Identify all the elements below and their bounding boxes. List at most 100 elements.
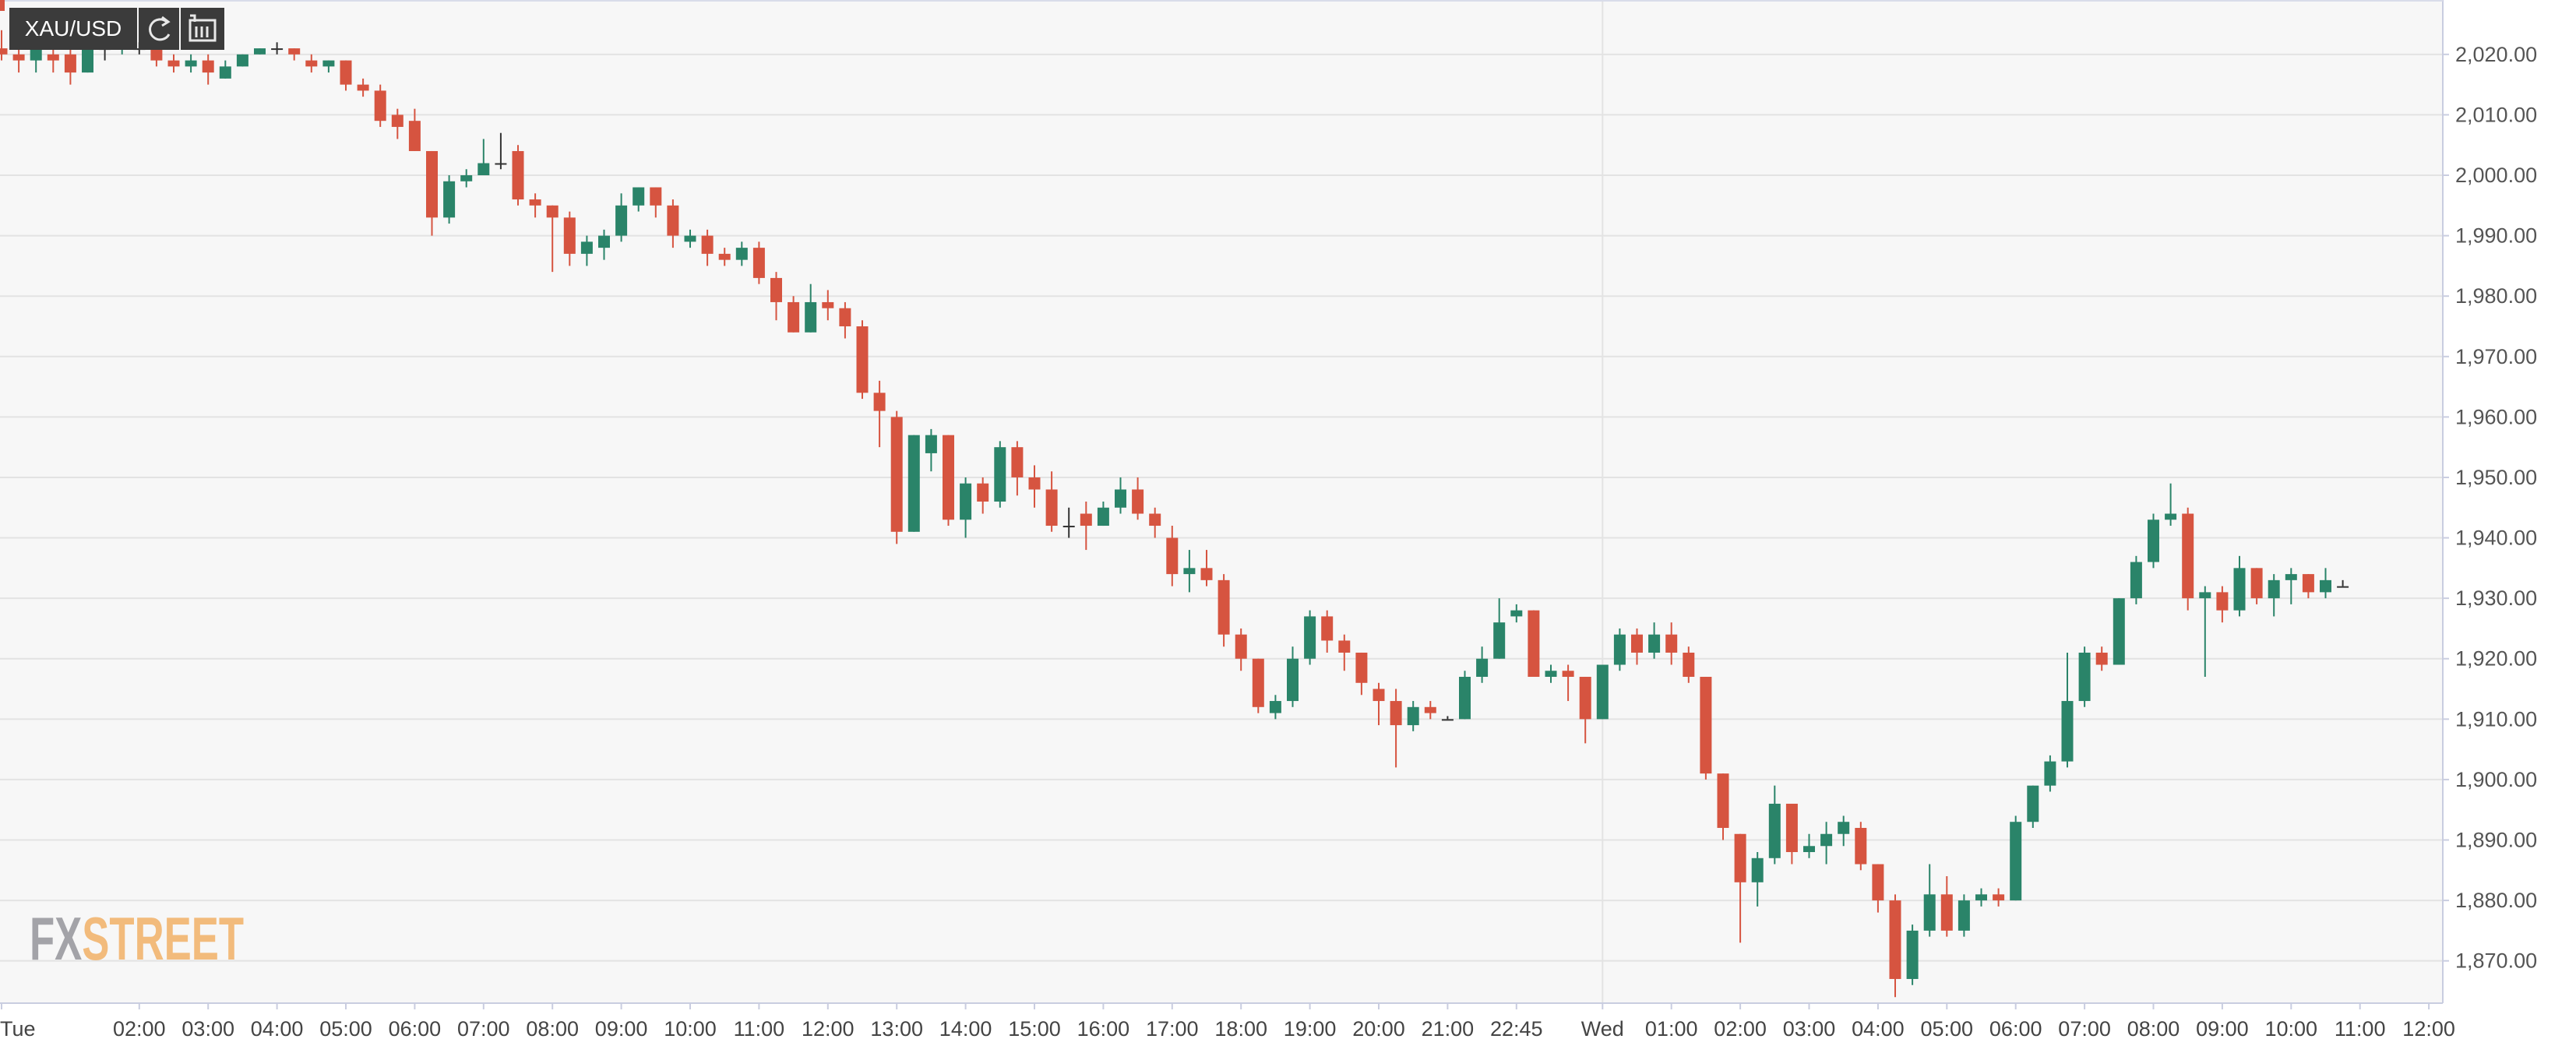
candle-body <box>1115 489 1126 508</box>
y-tick-label: 1,980.00 <box>2455 284 2537 308</box>
candle-body <box>2302 574 2314 593</box>
x-tick-label: 03:00 <box>181 1017 234 1041</box>
candle-body <box>1613 634 1626 665</box>
candle-body <box>650 187 662 206</box>
candle-body <box>1855 827 1867 865</box>
candle-body <box>1785 803 1798 853</box>
candle-body <box>1287 658 1299 702</box>
x-tick-label: 06:00 <box>389 1017 442 1041</box>
watermark-street: STREET <box>82 904 244 973</box>
candle-body <box>288 48 301 55</box>
candle-body <box>2113 598 2125 665</box>
candle-body <box>219 66 231 79</box>
refresh-button[interactable] <box>139 8 179 50</box>
y-tick-label: 1,990.00 <box>2455 224 2537 248</box>
candle-body <box>1545 671 1557 678</box>
candle-body <box>1218 579 1230 635</box>
x-tick-label: 12:00 <box>2402 1017 2455 1041</box>
x-tick-label: Tue <box>0 1017 36 1041</box>
candle-body <box>12 54 25 61</box>
y-tick-label: 2,000.00 <box>2455 164 2537 187</box>
candle-body <box>1441 719 1454 721</box>
candle-body <box>701 235 714 254</box>
y-tick-label: 1,910.00 <box>2455 707 2537 731</box>
candle-body <box>322 60 335 67</box>
candle-body <box>1045 489 1058 526</box>
candle-body <box>2078 652 2091 702</box>
calendar-icon <box>189 14 217 42</box>
candle-body <box>667 205 679 236</box>
candle-body <box>2285 574 2297 580</box>
candle-body <box>873 393 886 411</box>
candle-body <box>960 483 972 520</box>
y-tick-label: 2,020.00 <box>2455 43 2537 66</box>
candle-body <box>633 187 645 206</box>
candle-body <box>1183 568 1196 575</box>
y-tick-label: 1,930.00 <box>2455 586 2537 610</box>
x-tick-label: 18:00 <box>1214 1017 1267 1041</box>
candle-body <box>2250 568 2263 599</box>
candle-body <box>735 248 748 260</box>
candle-body <box>770 277 782 302</box>
candle-body <box>1717 773 1729 828</box>
candle-body <box>477 163 490 176</box>
candle-body <box>752 248 765 278</box>
candle-body <box>1923 894 1936 931</box>
candle-body <box>2337 586 2349 588</box>
candle-body <box>64 54 76 73</box>
candle-body <box>2044 761 2056 786</box>
candle-body <box>512 150 524 200</box>
candle-body <box>563 217 576 254</box>
candle-body <box>1665 634 1678 653</box>
candle-body <box>890 417 903 532</box>
candle-body <box>1252 658 1264 707</box>
corner-marker <box>0 0 5 11</box>
candle-body <box>82 48 93 73</box>
y-tick-label: 1,950.00 <box>2455 466 2537 489</box>
candle-body <box>1062 526 1075 528</box>
candle-body <box>254 48 266 55</box>
candle-body <box>2182 513 2194 599</box>
candle-body <box>1510 610 1523 617</box>
candle-body <box>1631 634 1643 653</box>
candle-body <box>943 435 954 520</box>
x-tick-label: 13:00 <box>870 1017 923 1041</box>
x-tick-label: 07:00 <box>2058 1017 2111 1041</box>
candle-body <box>1373 688 1385 702</box>
candle-body <box>2130 562 2142 599</box>
candle-body <box>1528 610 1540 678</box>
candle-body <box>2233 568 2246 611</box>
x-tick-label: 09:00 <box>2196 1017 2249 1041</box>
x-tick-label: 19:00 <box>1284 1017 1337 1041</box>
x-tick-label: 01:00 <box>1645 1017 1698 1041</box>
x-tick-label: 09:00 <box>595 1017 648 1041</box>
x-tick-label: 04:00 <box>251 1017 304 1041</box>
x-tick-label: 11:00 <box>734 1017 785 1041</box>
candle-body <box>495 163 507 165</box>
candle-body <box>1872 864 1884 901</box>
candle-body <box>357 84 369 91</box>
candle-body <box>1562 671 1574 678</box>
x-tick-label: 12:00 <box>802 1017 855 1041</box>
candle-body <box>1768 803 1781 858</box>
candle-body <box>1149 513 1161 526</box>
candle-body <box>1889 900 1901 979</box>
x-tick-label: 14:00 <box>939 1017 992 1041</box>
y-tick-label: 1,970.00 <box>2455 345 2537 368</box>
candle-body <box>2010 822 2022 901</box>
candle-body <box>529 199 541 206</box>
x-tick-label: 02:00 <box>113 1017 166 1041</box>
symbol-title: XAU/USD <box>25 16 122 40</box>
candle-body <box>925 435 937 453</box>
candle-body <box>977 483 989 502</box>
candle-body <box>1734 833 1746 882</box>
candle-body <box>2095 652 2108 665</box>
candle-body <box>1269 701 1281 713</box>
symbol-box[interactable] <box>9 8 137 50</box>
candle-body <box>408 121 421 151</box>
candle-body <box>1940 894 1953 931</box>
candle-body <box>30 48 42 61</box>
y-tick-label: 1,920.00 <box>2455 647 2537 671</box>
candle-body <box>2061 701 2074 762</box>
